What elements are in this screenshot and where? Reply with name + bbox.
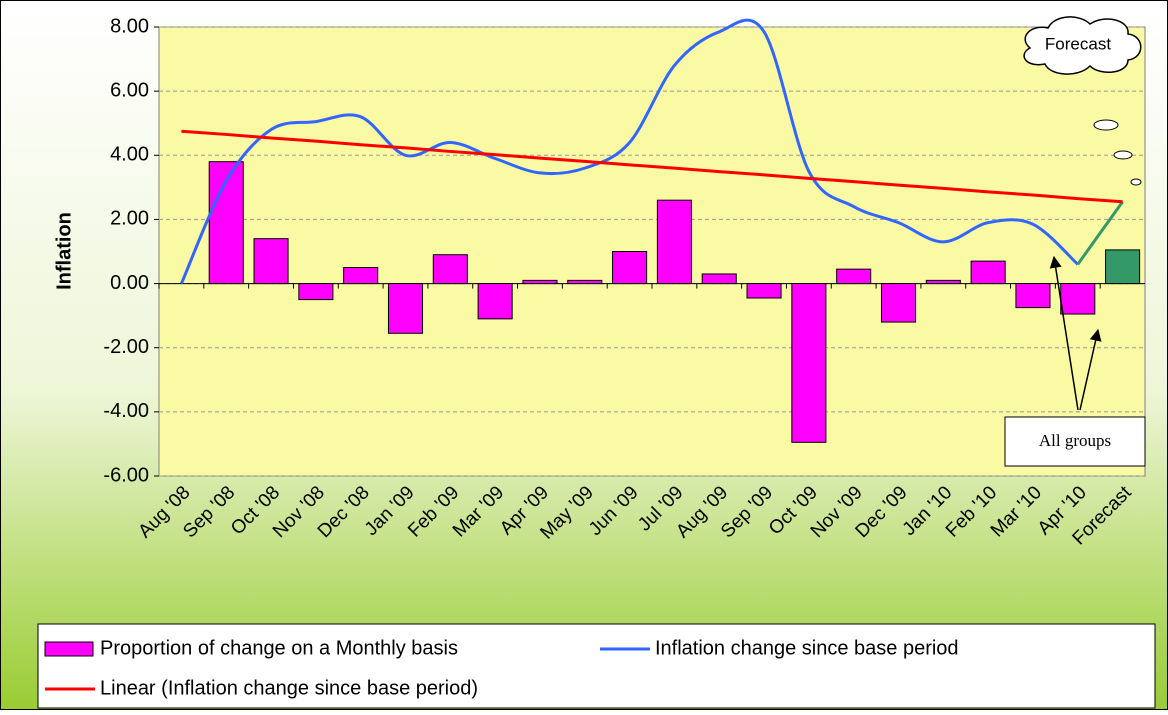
line <box>1076 200 1124 266</box>
annotation: Forecast <box>1045 34 1111 53</box>
bar <box>656 199 692 285</box>
bar <box>746 283 782 299</box>
bar <box>298 283 334 301</box>
annotation: All groups <box>1039 431 1111 450</box>
legend-label: Inflation change since base period <box>655 637 959 659</box>
arrow <box>1079 328 1102 411</box>
line <box>180 18 1079 285</box>
bar <box>970 260 1006 285</box>
y-tick-label: -2.00 <box>103 336 149 358</box>
bar <box>836 268 872 285</box>
bar <box>612 251 648 285</box>
bar <box>477 283 513 320</box>
bar <box>791 283 827 443</box>
bar <box>701 273 737 285</box>
bar <box>925 279 961 285</box>
y-tick-label: -6.00 <box>103 464 149 486</box>
bar <box>880 283 917 323</box>
bar <box>343 267 379 285</box>
bar <box>1060 283 1096 315</box>
bar <box>253 238 289 285</box>
y-tick-label: 6.00 <box>110 79 149 101</box>
plot-area <box>158 26 1146 477</box>
bar <box>387 283 424 334</box>
y-tick-label: 4.00 <box>110 144 149 166</box>
marks <box>180 18 1141 443</box>
grid <box>154 26 1145 477</box>
y-tick-label: 2.00 <box>110 208 149 230</box>
bar <box>567 279 603 285</box>
bar <box>522 279 558 285</box>
bar <box>1105 249 1141 285</box>
y-axis-label: Inflation <box>53 212 75 290</box>
bar <box>1015 283 1051 309</box>
y-tick-label: 0.00 <box>110 272 149 294</box>
legend <box>37 623 1156 709</box>
line <box>181 129 1123 204</box>
forecast-cloud <box>1023 16 1142 186</box>
arrow <box>1049 255 1079 411</box>
y-tick-label: -4.00 <box>103 400 149 422</box>
legend-items: Proportion of change on a Monthly basis I… <box>44 637 959 699</box>
legend-swatch <box>44 641 94 657</box>
bar <box>432 254 468 285</box>
legend-label: Proportion of change on a Monthly basis <box>100 637 458 659</box>
annotation-box <box>1004 416 1146 467</box>
y-tick-label: 8.00 <box>110 15 149 37</box>
legend-label: Linear (Inflation change since base peri… <box>100 677 478 699</box>
